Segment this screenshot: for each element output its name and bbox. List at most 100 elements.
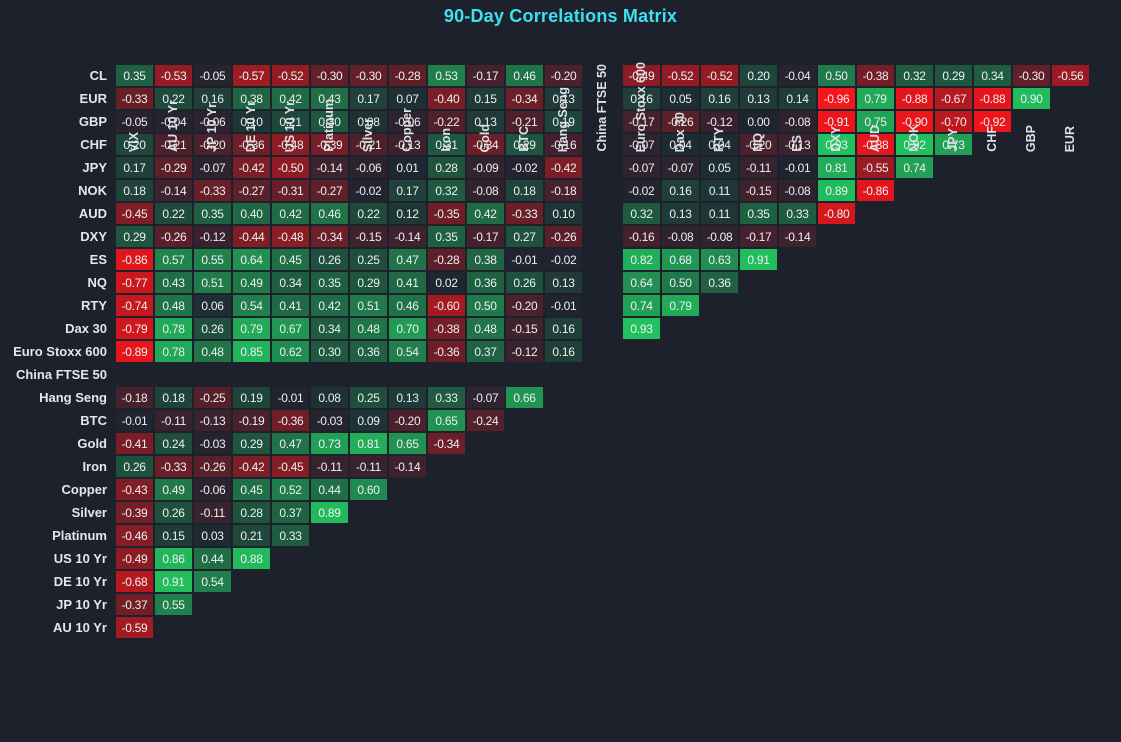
matrix-cell[interactable]: 0.81: [818, 157, 855, 178]
matrix-cell[interactable]: 0.17: [389, 180, 426, 201]
matrix-cell[interactable]: 0.30: [311, 341, 348, 362]
matrix-cell[interactable]: -0.08: [779, 180, 816, 201]
matrix-cell[interactable]: 0.51: [194, 272, 231, 293]
matrix-cell[interactable]: -0.33: [155, 456, 192, 477]
matrix-cell[interactable]: 0.16: [623, 88, 660, 109]
matrix-cell[interactable]: -0.53: [155, 65, 192, 86]
matrix-cell[interactable]: -0.90: [896, 111, 933, 132]
matrix-cell[interactable]: 0.89: [818, 180, 855, 201]
matrix-cell[interactable]: -0.41: [116, 433, 153, 454]
matrix-cell[interactable]: 0.57: [155, 249, 192, 270]
matrix-cell[interactable]: 0.04: [701, 134, 738, 155]
matrix-cell[interactable]: 0.34: [272, 272, 309, 293]
matrix-cell[interactable]: -0.91: [818, 111, 855, 132]
matrix-cell[interactable]: 0.05: [662, 88, 699, 109]
matrix-cell[interactable]: -0.50: [272, 157, 309, 178]
matrix-cell[interactable]: -0.02: [623, 180, 660, 201]
matrix-cell[interactable]: -0.48: [272, 134, 309, 155]
matrix-cell[interactable]: -0.01: [272, 387, 309, 408]
matrix-cell[interactable]: 0.21: [233, 525, 270, 546]
matrix-cell[interactable]: -0.08: [467, 180, 504, 201]
matrix-cell[interactable]: -0.96: [818, 88, 855, 109]
matrix-cell[interactable]: 0.31: [428, 134, 465, 155]
matrix-cell[interactable]: 0.36: [467, 272, 504, 293]
matrix-cell[interactable]: -0.26: [155, 226, 192, 247]
matrix-cell[interactable]: 0.22: [155, 203, 192, 224]
matrix-cell[interactable]: 0.26: [506, 272, 543, 293]
matrix-cell[interactable]: -0.35: [428, 203, 465, 224]
matrix-cell[interactable]: -0.08: [779, 111, 816, 132]
matrix-cell[interactable]: -0.14: [389, 456, 426, 477]
matrix-cell[interactable]: -0.33: [506, 203, 543, 224]
matrix-cell[interactable]: 0.26: [155, 502, 192, 523]
matrix-cell[interactable]: -0.11: [194, 502, 231, 523]
matrix-cell[interactable]: -0.55: [857, 157, 894, 178]
matrix-cell[interactable]: -0.57: [233, 65, 270, 86]
matrix-cell[interactable]: -0.89: [116, 341, 153, 362]
matrix-cell[interactable]: -0.24: [467, 410, 504, 431]
matrix-cell[interactable]: -0.27: [311, 180, 348, 201]
matrix-cell[interactable]: -0.70: [935, 111, 972, 132]
matrix-cell[interactable]: 0.46: [311, 203, 348, 224]
matrix-cell[interactable]: 0.35: [740, 203, 777, 224]
matrix-cell[interactable]: -0.26: [545, 226, 582, 247]
matrix-cell[interactable]: -0.07: [467, 387, 504, 408]
matrix-cell[interactable]: -0.16: [623, 226, 660, 247]
matrix-cell[interactable]: 0.33: [272, 525, 309, 546]
matrix-cell[interactable]: -0.17: [623, 111, 660, 132]
matrix-cell[interactable]: 0.16: [701, 88, 738, 109]
matrix-cell[interactable]: 0.47: [389, 249, 426, 270]
matrix-cell[interactable]: -0.56: [1052, 65, 1089, 86]
matrix-cell[interactable]: -0.20: [389, 410, 426, 431]
matrix-cell[interactable]: -0.40: [428, 88, 465, 109]
matrix-cell[interactable]: 0.33: [779, 203, 816, 224]
matrix-cell[interactable]: 0.93: [818, 134, 855, 155]
matrix-cell[interactable]: 0.32: [428, 180, 465, 201]
matrix-cell[interactable]: -0.13: [194, 410, 231, 431]
matrix-cell[interactable]: 0.45: [233, 479, 270, 500]
matrix-cell[interactable]: 0.10: [545, 203, 582, 224]
matrix-cell[interactable]: -0.11: [740, 157, 777, 178]
matrix-cell[interactable]: -0.34: [467, 134, 504, 155]
matrix-cell[interactable]: -0.38: [857, 65, 894, 86]
matrix-cell[interactable]: 0.37: [272, 502, 309, 523]
matrix-cell[interactable]: -0.01: [779, 157, 816, 178]
matrix-cell[interactable]: -0.28: [389, 65, 426, 86]
matrix-cell[interactable]: 0.50: [818, 65, 855, 86]
matrix-cell[interactable]: -0.49: [623, 65, 660, 86]
matrix-cell[interactable]: 0.89: [311, 502, 348, 523]
matrix-cell[interactable]: -0.30: [1013, 65, 1050, 86]
matrix-cell[interactable]: 0.70: [389, 318, 426, 339]
matrix-cell[interactable]: 0.13: [662, 203, 699, 224]
matrix-cell[interactable]: 0.00: [740, 111, 777, 132]
matrix-cell[interactable]: 0.36: [350, 341, 387, 362]
matrix-cell[interactable]: -0.31: [272, 180, 309, 201]
matrix-cell[interactable]: 0.15: [155, 525, 192, 546]
matrix-cell[interactable]: -0.30: [311, 65, 348, 86]
matrix-cell[interactable]: -0.21: [506, 111, 543, 132]
matrix-cell[interactable]: 0.74: [623, 295, 660, 316]
matrix-cell[interactable]: -0.26: [194, 456, 231, 477]
matrix-cell[interactable]: -0.06: [389, 111, 426, 132]
matrix-cell[interactable]: 0.29: [935, 65, 972, 86]
matrix-cell[interactable]: -0.36: [272, 410, 309, 431]
matrix-cell[interactable]: -0.20: [545, 65, 582, 86]
matrix-cell[interactable]: -0.14: [311, 157, 348, 178]
matrix-cell[interactable]: -0.06: [194, 111, 231, 132]
matrix-cell[interactable]: 0.22: [155, 88, 192, 109]
matrix-cell[interactable]: 0.19: [545, 111, 582, 132]
matrix-cell[interactable]: -0.33: [194, 180, 231, 201]
matrix-cell[interactable]: -0.01: [116, 410, 153, 431]
matrix-cell[interactable]: 0.21: [272, 111, 309, 132]
matrix-cell[interactable]: 0.85: [233, 341, 270, 362]
matrix-cell[interactable]: -0.44: [233, 226, 270, 247]
matrix-cell[interactable]: -0.05: [194, 65, 231, 86]
matrix-cell[interactable]: 0.16: [662, 180, 699, 201]
matrix-cell[interactable]: 0.82: [623, 249, 660, 270]
matrix-cell[interactable]: 0.55: [194, 249, 231, 270]
matrix-cell[interactable]: -0.74: [116, 295, 153, 316]
matrix-cell[interactable]: 0.13: [467, 111, 504, 132]
matrix-cell[interactable]: 0.41: [272, 295, 309, 316]
matrix-cell[interactable]: 0.17: [350, 88, 387, 109]
matrix-cell[interactable]: 0.50: [662, 272, 699, 293]
